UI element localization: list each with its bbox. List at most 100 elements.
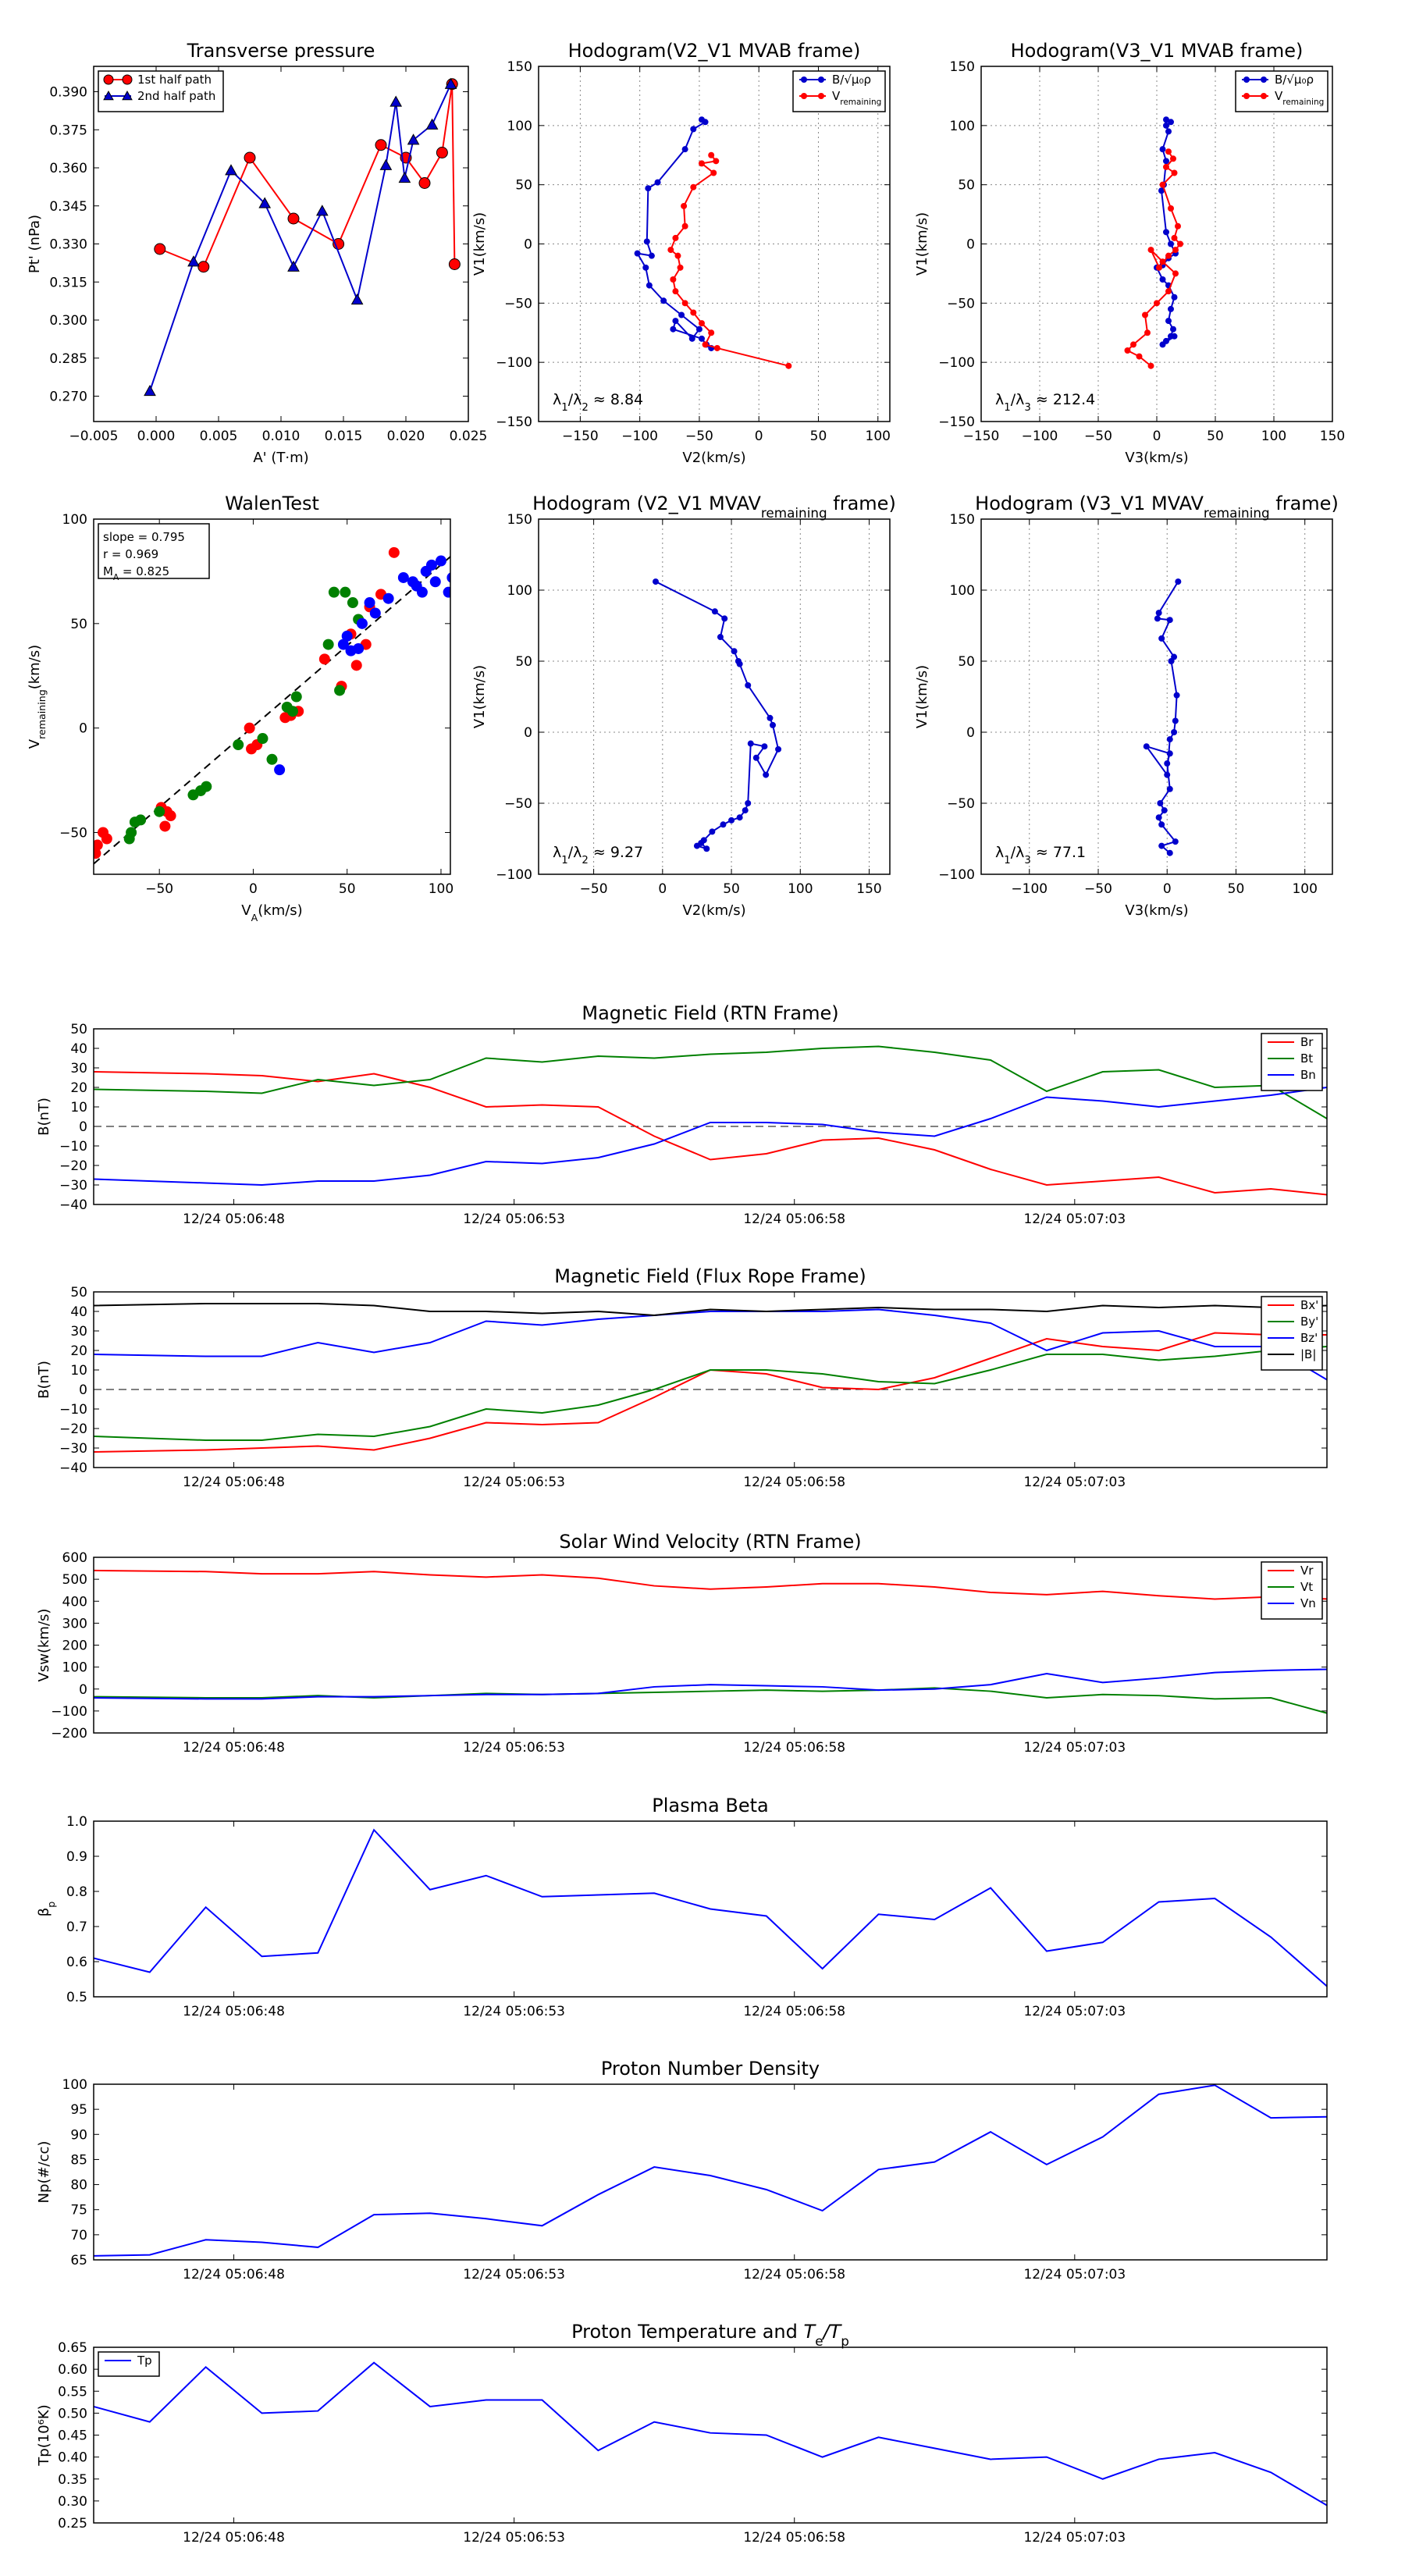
x-tick-label: 12/24 05:07:03 bbox=[1023, 2267, 1126, 2282]
data-point bbox=[347, 597, 358, 609]
data-point bbox=[667, 247, 674, 254]
chart-title: Hodogram(V3_V1 MVAB frame) bbox=[1011, 40, 1304, 62]
y-tick-label: 400 bbox=[62, 1594, 87, 1610]
y-tick-label: 0.375 bbox=[49, 123, 87, 138]
data-point bbox=[397, 571, 409, 583]
y-tick-label: 0.300 bbox=[49, 313, 87, 329]
x-tick-label: 12/24 05:06:58 bbox=[743, 1212, 845, 1227]
data-point bbox=[702, 119, 709, 126]
y-tick-label: 0.9 bbox=[66, 1849, 87, 1865]
legend-marker bbox=[122, 74, 133, 85]
data-point bbox=[1165, 148, 1172, 155]
data-point bbox=[1164, 760, 1171, 767]
axes-frame bbox=[93, 1291, 1328, 1468]
plot-area bbox=[94, 1303, 1327, 1453]
y-tick-label: 0.30 bbox=[58, 2494, 87, 2510]
data-point bbox=[745, 800, 752, 806]
data-point bbox=[356, 617, 368, 629]
data-point bbox=[1171, 234, 1178, 241]
legend-marker bbox=[818, 76, 824, 83]
data-point bbox=[416, 586, 428, 598]
axes-frame bbox=[93, 1820, 1328, 1998]
legend-label: Vremaining bbox=[1275, 89, 1324, 107]
data-point bbox=[1155, 610, 1162, 617]
data-point bbox=[126, 827, 137, 838]
y-tick-label: −30 bbox=[59, 1178, 87, 1194]
data-point bbox=[1161, 807, 1168, 814]
x-tick-label: 12/24 05:06:53 bbox=[463, 2267, 565, 2282]
data-point bbox=[672, 288, 679, 295]
legend-label: |B| bbox=[1300, 1347, 1316, 1361]
data-point bbox=[690, 183, 697, 190]
y-tick-label: 0.6 bbox=[66, 1955, 87, 1970]
x-tick-label: −150 bbox=[562, 429, 599, 444]
y-axis-label: Vremaining(km/s) bbox=[27, 645, 48, 749]
legend-label: Bt bbox=[1300, 1051, 1313, 1066]
panel-hodo2: Hodogram(V3_V1 MVAB frame) −150 −100 −50 0 50… bbox=[914, 40, 1345, 466]
data-point bbox=[1172, 717, 1179, 724]
ratio-annotation: λ1/λ3 ≈ 212.4 bbox=[995, 391, 1095, 414]
data-point bbox=[418, 177, 431, 189]
data-point bbox=[1136, 353, 1143, 360]
data-point bbox=[1165, 288, 1172, 295]
data-point bbox=[1172, 838, 1179, 845]
y-tick-label: 50 bbox=[70, 1022, 87, 1037]
data-point bbox=[731, 648, 738, 655]
y-tick-label: 0.270 bbox=[49, 390, 87, 405]
data-point bbox=[244, 722, 255, 734]
data-point bbox=[688, 335, 695, 342]
data-point bbox=[1171, 333, 1178, 340]
y-tick-label: 100 bbox=[950, 119, 975, 134]
y-axis-label: V1(km/s) bbox=[471, 665, 488, 728]
data-point bbox=[681, 300, 688, 307]
data-point bbox=[681, 222, 688, 229]
fit-line bbox=[94, 556, 450, 865]
data-point bbox=[674, 252, 681, 259]
panel-temperature: Proton Temperature and Te/Tp 12/24 05:06:… bbox=[36, 2321, 1328, 2546]
data-point bbox=[1130, 341, 1136, 348]
data-point bbox=[1159, 181, 1166, 188]
data-point bbox=[1168, 119, 1174, 126]
y-tick-label: −10 bbox=[59, 1402, 87, 1418]
y-tick-label: 600 bbox=[62, 1550, 87, 1566]
data-point bbox=[1172, 247, 1179, 254]
x-tick-label: 0.010 bbox=[262, 429, 301, 444]
x-tick-label: 12/24 05:06:58 bbox=[743, 1740, 845, 1756]
data-point bbox=[328, 586, 340, 598]
ratio-annotation: λ1/λ2 ≈ 8.84 bbox=[553, 391, 643, 414]
data-point bbox=[1159, 341, 1166, 348]
legend-box bbox=[1261, 1561, 1323, 1620]
series-b-line bbox=[635, 119, 712, 349]
x-tick-label: 0.015 bbox=[325, 429, 363, 444]
y-tick-label: −20 bbox=[59, 1158, 87, 1174]
y-tick-label: 0.60 bbox=[58, 2362, 87, 2378]
x-tick-label: 12/24 05:07:03 bbox=[1023, 2530, 1126, 2546]
data-point bbox=[670, 326, 677, 333]
y-tick-label: −200 bbox=[51, 1726, 87, 1742]
chart-title: Solar Wind Velocity (RTN Frame) bbox=[559, 1531, 861, 1553]
data-point bbox=[634, 250, 641, 257]
data-point bbox=[201, 781, 212, 792]
y-tick-label: 0.315 bbox=[49, 275, 87, 290]
data-point bbox=[642, 264, 649, 271]
data-point bbox=[1168, 205, 1174, 212]
panel-mag_rtn: Magnetic Field (RTN Frame) 12/24 05:06:48… bbox=[36, 1002, 1328, 1227]
panel-mag_flux: Magnetic Field (Flux Rope Frame) 12/24 05… bbox=[36, 1265, 1328, 1490]
x-tick-label: −0.005 bbox=[69, 429, 119, 444]
legend-marker bbox=[122, 90, 133, 101]
series-np-line bbox=[94, 2084, 1327, 2257]
axes-frame bbox=[538, 518, 891, 875]
y-tick-label: 0.25 bbox=[58, 2516, 87, 2532]
axes-frame bbox=[980, 518, 1333, 875]
y-axis-label: Np(#/cc) bbox=[36, 2141, 52, 2204]
data-point bbox=[435, 555, 446, 567]
data-point bbox=[154, 243, 166, 255]
data-point bbox=[1147, 362, 1154, 369]
x-tick-label: 12/24 05:07:03 bbox=[1023, 1740, 1126, 1756]
legend-label: Vt bbox=[1300, 1580, 1313, 1594]
x-tick-label: −50 bbox=[580, 881, 608, 897]
data-point bbox=[444, 77, 457, 89]
y-tick-label: −50 bbox=[504, 796, 532, 812]
data-point bbox=[258, 197, 272, 208]
panel-hodo3: Hodogram (V2_V1 MVAVremaining frame) −50 0… bbox=[471, 493, 896, 919]
